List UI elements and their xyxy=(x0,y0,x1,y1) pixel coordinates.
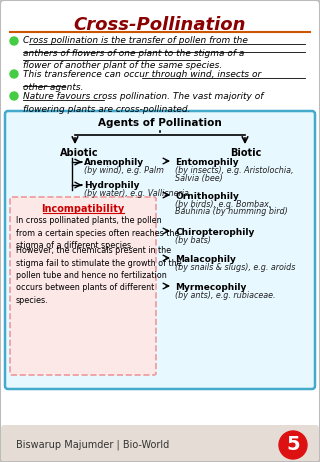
FancyBboxPatch shape xyxy=(10,197,156,375)
Text: Bauhinia (by humming bird): Bauhinia (by humming bird) xyxy=(175,207,288,217)
Circle shape xyxy=(279,431,307,459)
Text: Anemophily: Anemophily xyxy=(84,158,144,167)
Circle shape xyxy=(10,37,18,45)
Text: Chiropterophily: Chiropterophily xyxy=(175,228,254,237)
Text: Abiotic: Abiotic xyxy=(60,148,99,158)
Text: Nature favours cross pollination. The vast majority of
flowering plants are cros: Nature favours cross pollination. The va… xyxy=(23,92,263,114)
FancyBboxPatch shape xyxy=(5,111,315,389)
Text: Cross pollination is the transfer of pollen from the
anthers of flowers of one p: Cross pollination is the transfer of pol… xyxy=(23,36,248,70)
Text: Malacophily: Malacophily xyxy=(175,255,236,264)
Text: Hydrophily: Hydrophily xyxy=(84,181,140,190)
Text: Myrmecophily: Myrmecophily xyxy=(175,283,246,292)
Text: (by bats): (by bats) xyxy=(175,236,211,245)
Text: (by insects), e.g. Aristolochia,: (by insects), e.g. Aristolochia, xyxy=(175,166,293,175)
Text: Incompatibility: Incompatibility xyxy=(41,204,124,214)
Text: In cross pollinated plants, the pollen
from a certain species often reaches the
: In cross pollinated plants, the pollen f… xyxy=(16,216,180,250)
FancyBboxPatch shape xyxy=(1,425,319,461)
Text: (by ants), e.g. rubiaceae.: (by ants), e.g. rubiaceae. xyxy=(175,291,276,300)
Text: Biswarup Majumder | Bio-World: Biswarup Majumder | Bio-World xyxy=(16,440,169,450)
Text: However, the chemicals present in the
stigma fail to stimulate the growth of the: However, the chemicals present in the st… xyxy=(16,246,182,305)
Text: (by snails & slugs), e.g. aroids: (by snails & slugs), e.g. aroids xyxy=(175,263,295,272)
Text: Biotic: Biotic xyxy=(230,148,261,158)
Text: Agents of Pollination: Agents of Pollination xyxy=(98,118,222,128)
Text: (by water), e.g. Vallisneria: (by water), e.g. Vallisneria xyxy=(84,189,189,198)
Text: Entomophily: Entomophily xyxy=(175,158,239,167)
Text: 5: 5 xyxy=(286,436,300,455)
Text: Salvia (bee): Salvia (bee) xyxy=(175,174,223,182)
Text: This transference can occur through wind, insects or
other agents.: This transference can occur through wind… xyxy=(23,70,261,91)
Text: Cross-Pollination: Cross-Pollination xyxy=(74,16,246,34)
Circle shape xyxy=(10,92,18,100)
Text: (by wind), e.g. Palm: (by wind), e.g. Palm xyxy=(84,166,164,175)
Text: (by birds), e.g. Bombax,: (by birds), e.g. Bombax, xyxy=(175,200,271,209)
Circle shape xyxy=(10,70,18,78)
Text: Ornithophily: Ornithophily xyxy=(175,192,239,201)
